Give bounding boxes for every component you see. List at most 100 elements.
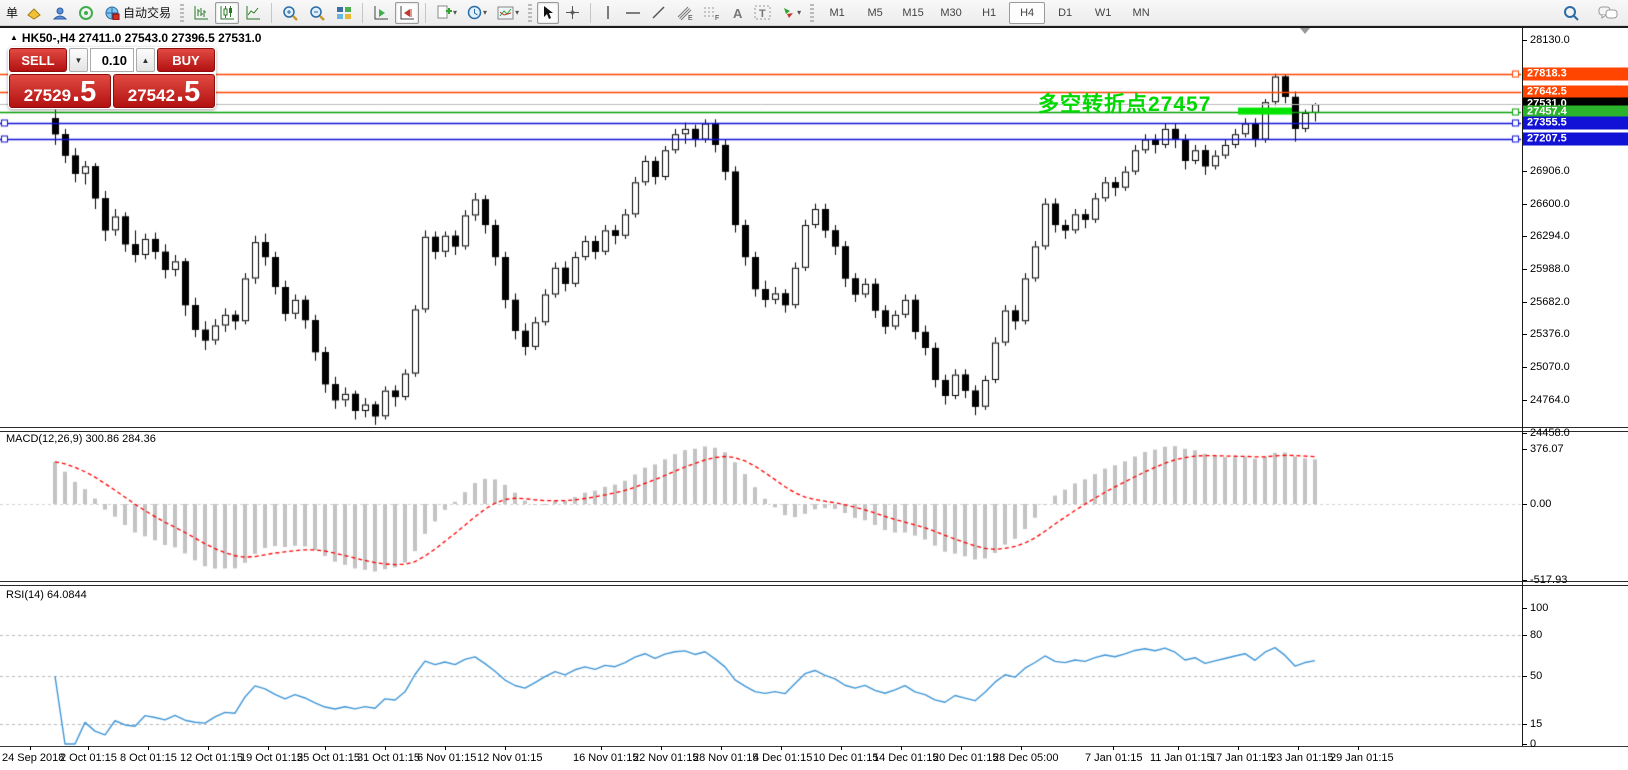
rsi-tick-mark [1522,635,1527,637]
price-tick-label: 26294.0 [1530,230,1570,243]
price-tick-label: 25376.0 [1530,328,1570,341]
macd-tick-mark [1522,504,1527,505]
date-tick-mark [601,746,602,750]
date-tick-mark [1021,746,1022,750]
date-tick-label: 29 Jan 01:15 [1330,752,1394,764]
pivot-annotation: 多空转折点27457 [1038,93,1212,116]
price-tick-mark [1522,399,1527,401]
date-tick-mark [781,746,782,750]
price-tick-mark [1522,40,1527,42]
date-tick-mark [1298,746,1299,750]
date-tick-mark [88,746,89,750]
price-level-tag: 27642.5 [1523,85,1628,99]
macd-label: MACD(12,26,9) 300.86 284.36 [6,433,156,445]
date-tick-label: 28 Nov 01:15 [693,752,759,764]
rsi-tick-label: 50 [1530,670,1543,682]
rsi-tick-mark [1522,676,1527,677]
buy-price: 27542 [127,86,176,105]
date-tick-mark [385,746,386,750]
date-tick-label: 8 Oct 01:15 [120,752,177,764]
rsi-tick-label: 0 [1530,738,1537,750]
sell-button[interactable]: SELL [9,48,67,72]
price-tick-mark [1522,269,1527,271]
price-axis-line [1522,28,1523,746]
price-tick-label: 26906.0 [1530,165,1570,177]
date-tick-mark [961,746,962,750]
date-tick-mark [148,746,149,750]
date-tick-mark [841,746,842,750]
chart-title: ▲ HK50-,H4 27411.0 27543.0 27396.5 27531.… [10,31,262,45]
macd-tick-label: 376.07 [1530,442,1564,455]
date-tick-label: 16 Nov 01:15 [573,752,639,764]
rsi-tick-mark [1522,744,1527,745]
date-tick-mark [1238,746,1239,750]
price-level-tag: 27207.5 [1523,132,1628,146]
chart-shift-marker-icon[interactable] [1300,28,1310,34]
price-tick-mark [1522,432,1527,434]
volume-up-button[interactable]: ▲ [136,48,155,72]
price-level-tag: 27457.4 [1523,105,1628,119]
rsi-tick-label: 80 [1530,629,1543,642]
date-tick-mark [325,746,326,750]
pane-divider[interactable] [0,581,1628,586]
price-tick-label: 26600.0 [1530,197,1570,210]
date-tick-label: 6 Nov 01:15 [417,752,477,764]
date-tick-label: 28 Dec 05:00 [993,752,1059,764]
date-tick-label: 25 Oct 01:15 [297,752,360,764]
date-tick-label: 14 Dec 01:15 [873,752,939,764]
date-tick-mark [505,746,506,750]
date-tick-mark [445,746,446,750]
macd-tick-label: 0.00 [1530,498,1552,510]
symbol-triangle-icon: ▲ [10,33,18,42]
date-tick-mark [1178,746,1179,750]
date-tick-label: 2 Oct 01:15 [60,752,117,764]
time-axis-line [0,746,1628,747]
pane-divider[interactable] [0,427,1628,432]
date-tick-mark [208,746,209,750]
price-tick-mark [1522,301,1527,303]
buy-price-button[interactable]: 27542.5 [113,74,215,108]
price-tick-mark [1522,236,1527,238]
date-tick-label: 10 Dec 01:15 [813,752,879,764]
date-tick-label: 4 Dec 01:15 [753,752,813,764]
price-tick-label: 25988.0 [1530,263,1570,276]
date-tick-mark [1113,746,1114,750]
date-tick-mark [721,746,722,750]
one-click-trading-panel: SELL ▼ ▲ BUY 27529.5 27542.5 [8,47,216,109]
rsi-label: RSI(14) 64.0844 [6,589,87,601]
price-level-tag: 27355.5 [1523,116,1628,130]
date-tick-label: 12 Oct 01:15 [180,752,243,764]
date-tick-mark [661,746,662,750]
macd-tick-label: -517.93 [1530,573,1568,586]
price-tick-mark [1522,203,1527,205]
volume-dropdown-button[interactable]: ▼ [69,48,88,72]
price-tick-mark [1522,367,1527,369]
sell-price-button[interactable]: 27529.5 [9,74,111,108]
date-tick-label: 17 Jan 01:15 [1210,752,1274,764]
price-tick-label: 25682.0 [1530,295,1570,308]
date-tick-mark [30,746,31,750]
date-tick-mark [1358,746,1359,750]
date-tick-label: 23 Jan 01:15 [1270,752,1334,764]
rsi-tick-label: 15 [1530,717,1543,730]
rsi-tick-mark [1522,723,1527,725]
price-tick-label: 25070.0 [1530,361,1570,374]
date-tick-label: 19 Oct 01:15 [240,752,303,764]
price-tick-label: 24764.0 [1530,393,1570,406]
date-tick-label: 11 Jan 01:15 [1150,752,1213,764]
macd-tick-mark [1522,579,1527,581]
date-tick-label: 20 Dec 01:15 [933,752,999,764]
price-tick-mark [1522,334,1527,336]
price-level-tag: 27818.3 [1523,67,1628,81]
price-tick-mark [1522,171,1527,172]
price-tick-label: 28130.0 [1530,34,1570,47]
date-tick-label: 7 Jan 01:15 [1085,752,1143,764]
rsi-tick-mark [1522,608,1527,609]
sell-price: 27529 [23,86,72,105]
date-tick-mark [268,746,269,750]
volume-input[interactable] [91,49,133,71]
buy-button[interactable]: BUY [157,48,215,72]
date-tick-label: 24 Sep 2018 [2,752,65,764]
